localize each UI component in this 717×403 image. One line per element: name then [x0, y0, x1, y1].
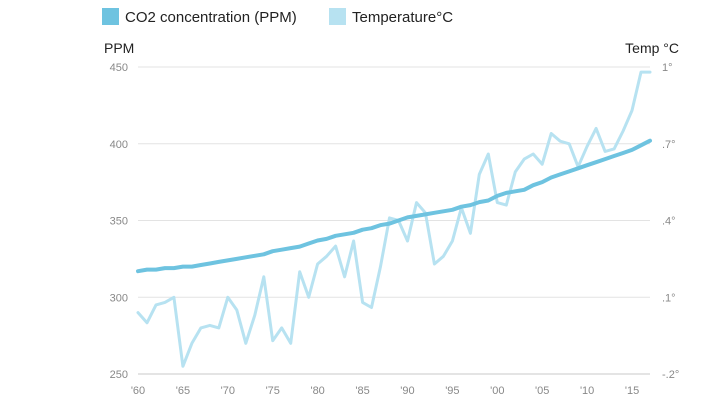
series-line-temperature [136, 70, 652, 368]
x-tick-label: '60 [131, 385, 145, 397]
y-left-tick-label: 250 [110, 369, 128, 381]
legend-label-co2: CO2 concentration (PPM) [125, 9, 297, 26]
y-left-tick-label: 400 [110, 139, 128, 151]
x-tick-label: '10 [580, 385, 594, 397]
x-tick-label: '75 [266, 385, 280, 397]
legend-swatch-co2 [102, 8, 119, 25]
y-right-tick-label: -.2° [662, 369, 679, 381]
y-right-tick-label: 1° [662, 62, 673, 74]
y-left-tick-label: 300 [110, 292, 128, 304]
legend-label-temperature: Temperature°C [352, 9, 453, 26]
series-line-co2 [136, 138, 652, 274]
legend-swatch-temperature [329, 8, 346, 25]
x-tick-label: '65 [176, 385, 190, 397]
y-axis-left-title: PPM [104, 40, 134, 56]
x-tick-label: '00 [490, 385, 504, 397]
y-right-tick-label: .4° [662, 216, 676, 228]
series-lines [136, 70, 652, 368]
legend: CO2 concentration (PPM) Temperature°C [102, 8, 453, 26]
y-left-tick-label: 450 [110, 62, 128, 74]
x-tick-label: '05 [535, 385, 549, 397]
y-axis-right-ticks: -.2° .1° .4° .7° 1° [662, 62, 679, 381]
x-tick-label: '70 [221, 385, 235, 397]
y-right-tick-label: .1° [662, 292, 676, 304]
y-right-tick-label: .7° [662, 139, 676, 151]
y-axis-right-title: Temp °C [625, 40, 679, 56]
x-tick-label: '95 [445, 385, 459, 397]
x-axis-ticks: '60 '65 '70 '75 '80 '85 '90 '95 '00 '05 '10 '15 [131, 385, 639, 397]
y-axis-left-ticks: 250 300 350 400 450 [110, 62, 128, 381]
x-tick-label: '15 [625, 385, 639, 397]
x-tick-label: '80 [310, 385, 324, 397]
y-left-tick-label: 350 [110, 216, 128, 228]
x-tick-label: '90 [400, 385, 414, 397]
x-tick-label: '85 [355, 385, 369, 397]
